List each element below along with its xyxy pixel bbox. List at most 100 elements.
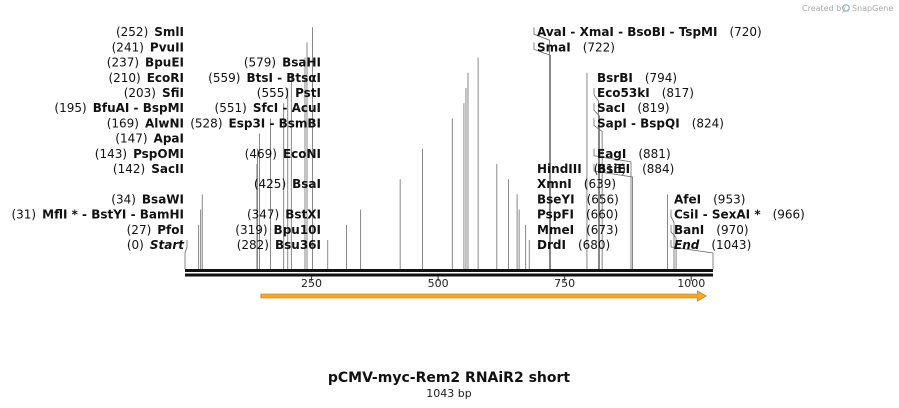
- site-bsai[interactable]: (425) BsaI: [254, 177, 321, 191]
- site-pfoi[interactable]: (27) PfoI: [127, 223, 184, 237]
- site-name: BsaI: [292, 177, 321, 191]
- leader-line-eagi: [593, 148, 632, 269]
- site-smai[interactable]: (722) SmaI: [537, 40, 615, 54]
- site-position: (720): [729, 25, 761, 39]
- site-name: DrdI: [537, 238, 566, 252]
- site-position: (970): [716, 223, 748, 237]
- tick-label-1000: 1000: [677, 277, 705, 290]
- site-drdi[interactable]: (680) DrdI: [537, 238, 610, 252]
- map-length: 1043 bp: [426, 387, 471, 400]
- leader-line-start: [184, 240, 188, 269]
- credit-brand: SnapGene: [852, 4, 893, 13]
- site-bseyi[interactable]: (656) BseYI: [537, 192, 619, 206]
- leader-line-csii: [670, 209, 675, 269]
- site-position: (147): [115, 132, 147, 146]
- site-sfci[interactable]: (551) SfcI - AcuI: [215, 101, 321, 115]
- site-sapi[interactable]: (824) SapI - BspQI: [597, 116, 724, 130]
- site-name: HindIII: [537, 162, 582, 176]
- site-name: PspOMI: [133, 147, 184, 161]
- site-bfuai[interactable]: (195) BfuAI - BspMI: [54, 101, 184, 115]
- site-bsawi[interactable]: (34) BsaWI: [111, 192, 184, 206]
- site-position: (319): [235, 223, 267, 237]
- site-name: BseYI: [537, 192, 575, 206]
- site-name: SmaI: [537, 40, 571, 54]
- site-name: BtsI - BtsαI: [246, 71, 321, 85]
- site-sacii[interactable]: (142) SacII: [113, 162, 184, 176]
- site-name: SapI - BspQI: [597, 116, 680, 130]
- site-mmei[interactable]: (673) MmeI: [537, 223, 618, 237]
- site-name: Eco53kI: [597, 86, 650, 100]
- site-afei[interactable]: (953) AfeI: [674, 192, 745, 206]
- site-bsahi[interactable]: (579) BsaHI: [244, 56, 321, 70]
- site-bsu36i[interactable]: (282) Bsu36I: [237, 238, 321, 252]
- site-name: BsiEI: [597, 162, 630, 176]
- site-psp[interactable]: (143) PspOMI: [95, 147, 184, 161]
- leader-line-bsiei: [593, 164, 633, 269]
- site-end[interactable]: (1043) End: [674, 238, 751, 252]
- leader-line-avai: [533, 27, 550, 269]
- site-econi[interactable]: (469) EcoNI: [245, 147, 321, 161]
- site-apai[interactable]: (147) ApaI: [115, 132, 184, 146]
- site-name: AvaI - XmaI - BsoBI - TspMI: [537, 25, 717, 39]
- map-title: pCMV-myc-Rem2 RNAiR2 short: [328, 370, 571, 386]
- site-ecori[interactable]: (210) EcoRI: [108, 71, 184, 85]
- site-bpu10i[interactable]: (319) Bpu10I: [235, 223, 321, 237]
- site-sfii[interactable]: (203) SfiI: [124, 86, 184, 100]
- feature-arrow: [260, 290, 708, 302]
- leader-line-smai: [533, 42, 551, 269]
- site-bsrbi[interactable]: (794) BsrBI: [597, 71, 677, 85]
- site-name: PstI: [295, 86, 321, 100]
- site-pvuii[interactable]: (241) PvuII: [112, 40, 184, 54]
- site-position: (195): [54, 101, 86, 115]
- site-start[interactable]: (0) Start: [127, 238, 185, 252]
- site-csii[interactable]: (966) CsiI - SexAI *: [674, 208, 805, 222]
- credit-prefix: Created by: [802, 4, 846, 13]
- site-psti[interactable]: (555) PstI: [257, 86, 321, 100]
- site-bsiei[interactable]: (884) BsiEI: [597, 162, 674, 176]
- site-eco53ki[interactable]: (817) Eco53kI: [597, 86, 694, 100]
- site-position: (203): [124, 86, 156, 100]
- site-bpuei[interactable]: (237) BpuEI: [107, 56, 184, 70]
- site-saci[interactable]: (819) SacI: [597, 101, 670, 115]
- site-name: MmeI: [537, 223, 574, 237]
- site-xmni[interactable]: (639) XmnI: [537, 177, 616, 191]
- site-name: BsaHI: [282, 56, 321, 70]
- site-position: (31): [11, 208, 36, 222]
- site-name: SfcI - AcuI: [253, 101, 321, 115]
- leader-lines: [184, 27, 714, 269]
- site-alwni[interactable]: (169) AlwNI: [107, 116, 184, 130]
- site-name: MflI * - BstYI - BamHI: [42, 208, 184, 222]
- site-labels: (0) Start(27) PfoI (31) MflI * - BstYI - Bam…: [11, 25, 804, 252]
- site-position: (966): [773, 208, 805, 222]
- site-position: (884): [642, 162, 674, 176]
- site-eagi[interactable]: (881) EagI: [597, 147, 671, 161]
- site-position: (347): [247, 208, 279, 222]
- site-position: (817): [662, 86, 694, 100]
- site-name: SfiI: [162, 86, 184, 100]
- site-name: SacI: [597, 101, 625, 115]
- leader-line-end: [670, 240, 714, 269]
- site-position: (579): [244, 56, 276, 70]
- backbone-top-strand: [185, 269, 713, 272]
- site-position: (169): [107, 116, 139, 130]
- site-name: PvuII: [150, 40, 184, 54]
- site-name: BanI: [674, 223, 704, 237]
- site-bstxi[interactable]: (347) BstXI: [247, 208, 321, 222]
- site-hindiii[interactable]: (616) HindIII: [537, 162, 626, 176]
- site-position: (0): [127, 238, 144, 252]
- site-position: (34): [111, 192, 136, 206]
- tick-label-250: 250: [301, 277, 322, 290]
- site-esp3i[interactable]: (528) Esp3I - BsmBI: [190, 116, 321, 130]
- site-mfli[interactable]: (31) MflI * - BstYI - BamHI: [11, 208, 184, 222]
- site-pspfi[interactable]: (660) PspFI: [537, 208, 618, 222]
- site-position: (252): [116, 25, 148, 39]
- site-position: (660): [586, 208, 618, 222]
- site-smli[interactable]: (252) SmlI: [116, 25, 184, 39]
- site-avai[interactable]: (720) AvaI - XmaI - BsoBI - TspMI: [537, 25, 762, 39]
- site-bani[interactable]: (970) BanI: [674, 223, 749, 237]
- site-name: EcoRI: [147, 71, 184, 85]
- site-name: Esp3I - BsmBI: [229, 116, 321, 130]
- site-name: AlwNI: [145, 116, 184, 130]
- site-btsi[interactable]: (559) BtsI - BtsαI: [208, 71, 321, 85]
